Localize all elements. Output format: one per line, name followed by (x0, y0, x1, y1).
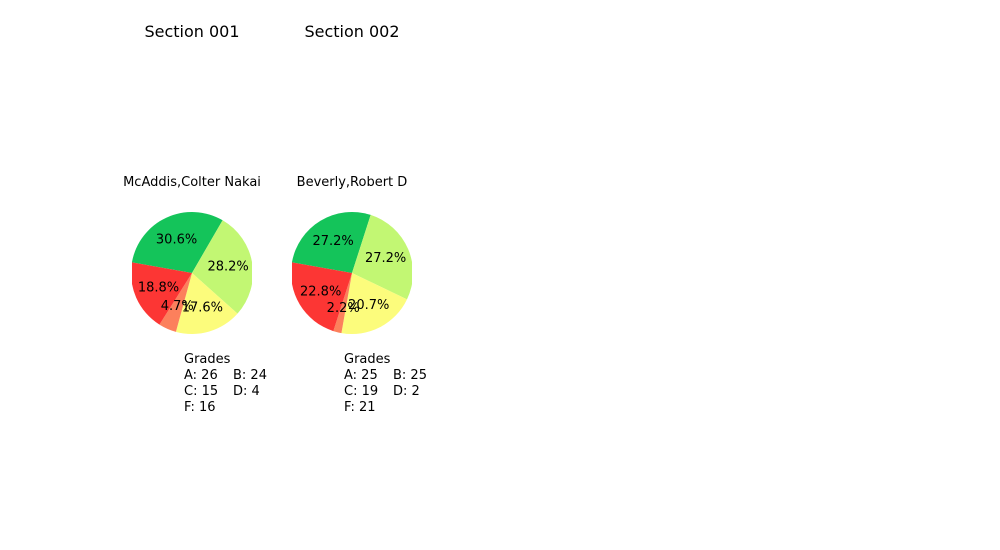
grade-count: B: 24 (233, 368, 267, 383)
pie-slice-a (292, 212, 371, 273)
grades-legend-title: Grades (344, 352, 391, 367)
section-title: Section 002 (304, 22, 400, 41)
pie-slice-a (132, 212, 223, 273)
grade-count: B: 25 (393, 368, 427, 383)
grade-count: A: 25 (344, 368, 378, 383)
pie-slice-percent-label: 20.7% (348, 298, 389, 313)
pie-slice-b (352, 214, 412, 300)
pie-slice-percent-label: 28.2% (207, 260, 248, 275)
grades-legend-row: A: 25 B: 25 (344, 368, 442, 384)
pie-slice-percent-label: 17.6% (182, 301, 223, 316)
instructor-name: Beverly,Robert D (296, 175, 408, 190)
pie-slice-percent-label: 18.8% (138, 280, 179, 295)
pie-slice-percent-label: 4.7% (161, 299, 194, 314)
grade-count: C: 15 (184, 384, 219, 399)
pie-slice-percent-label: 27.2% (312, 234, 353, 249)
pie-slice-b (192, 220, 252, 314)
grades-legend-row: F: 16 (184, 400, 282, 416)
grades-legend-row: C: 15 D: 4 (184, 384, 282, 400)
pie-slice-f (132, 262, 192, 325)
grade-count: D: 4 (233, 384, 260, 399)
pie-slice-c (175, 273, 238, 335)
instructor-name: McAddis,Colter Nakai (123, 175, 261, 190)
pie-chart: 27.2% 27.2% 20.7%2.2% 22.8% (292, 212, 412, 334)
grade-count: D: 2 (393, 384, 420, 399)
grade-count: F: 21 (344, 400, 376, 415)
pie-slice-f (292, 262, 352, 332)
pie-slice-d (333, 273, 352, 334)
grades-legend-row: A: 26 B: 24 (184, 368, 282, 384)
pie-slice-percent-label: 30.6% (156, 232, 197, 247)
section-panel-002: Section 002 Beverly,Robert D 27.2% 27.2% 2… (272, 0, 432, 550)
grades-legend-title: Grades (184, 352, 231, 367)
grades-legend: Grades A: 25 B: 25 C: 19 D: 2 F: 21 (344, 352, 442, 416)
grade-count: A: 26 (184, 368, 218, 383)
pie-slice-percent-label: 27.2% (365, 251, 406, 266)
section-panel-001: Section 001 McAddis,Colter Nakai 30.6% 28… (112, 0, 272, 550)
pie-slice-c (341, 273, 407, 334)
grades-legend-row: C: 19 D: 2 (344, 384, 442, 400)
grades-legend: Grades A: 26 B: 24 C: 15 D: 4 F: 16 (184, 352, 282, 416)
pie-slice-percent-label: 2.2% (327, 301, 360, 316)
pie-slice-d (159, 273, 192, 332)
grades-legend-row: F: 21 (344, 400, 442, 416)
pie-chart: 30.6% 28.2% 17.6%4.7% 18.8% (132, 212, 252, 335)
grade-count: F: 16 (184, 400, 216, 415)
grade-count: C: 19 (344, 384, 379, 399)
section-title: Section 001 (144, 22, 240, 41)
pie-slice-percent-label: 22.8% (300, 284, 341, 299)
